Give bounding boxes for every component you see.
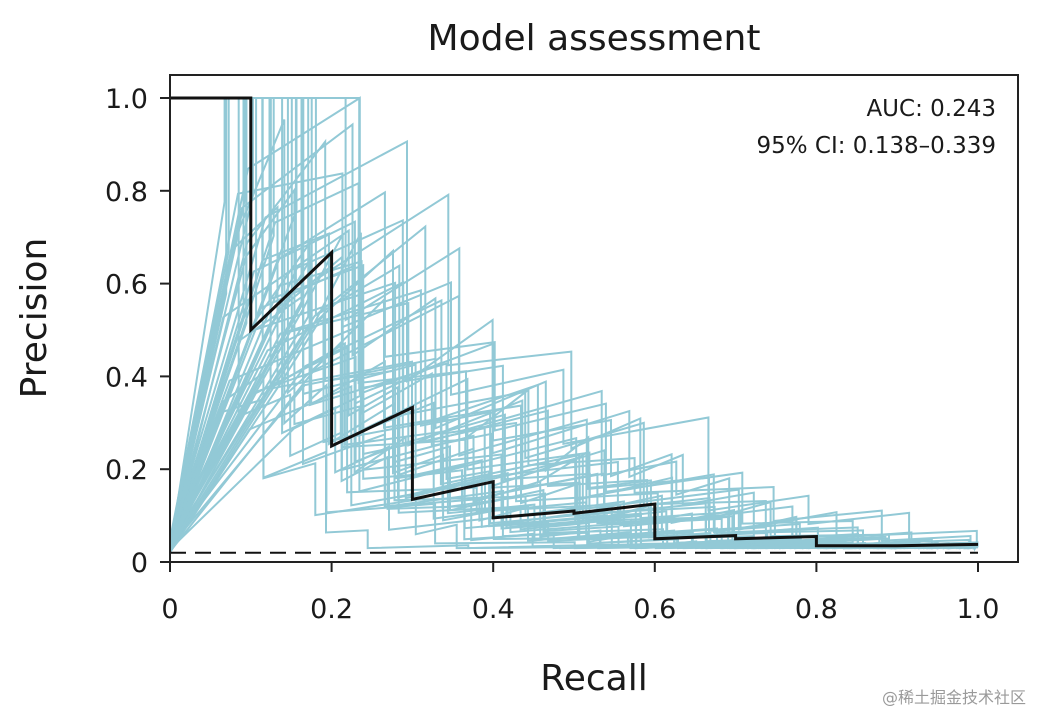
series-layer: [170, 96, 979, 548]
x-axis-label: Recall: [540, 658, 647, 699]
bootstrap-curve: [169, 138, 979, 553]
model-pr-curve: [170, 96, 979, 548]
bootstrap-curve: [169, 233, 979, 550]
bootstrap-curve: [169, 172, 979, 549]
bootstrap-curve: [169, 181, 979, 550]
bootstrap-curve: [169, 97, 979, 550]
auc-annotation: AUC: 0.243: [866, 96, 996, 122]
y-tick-label: 0.4: [105, 362, 148, 393]
x-tick-label: 0.4: [472, 594, 515, 625]
x-tick-label: 0: [161, 594, 178, 625]
ci-annotation: 95% CI: 0.138–0.339: [756, 133, 996, 159]
x-tick-label: 0.6: [633, 594, 676, 625]
watermark: @稀土掘金技术社区: [881, 688, 1026, 707]
bootstrap-curves: [169, 96, 979, 554]
axis-ticks: 0 0.2 0.4 0.6 0.8 1.0 0 0.2 0.4 0.6 0.8 1.0: [105, 84, 999, 625]
y-tick-label: 0: [131, 548, 148, 579]
y-tick-label: 0.6: [105, 270, 148, 301]
x-tick-label: 0.2: [310, 594, 353, 625]
y-tick-label: 0.8: [105, 177, 148, 208]
y-tick-label: 0.2: [105, 455, 148, 486]
x-tick-label: 1.0: [957, 594, 1000, 625]
chart-title: Model assessment: [428, 18, 761, 59]
plot-frame: [169, 74, 1019, 563]
x-tick-label: 0.8: [795, 594, 838, 625]
y-tick-label: 1.0: [105, 84, 148, 115]
y-axis-label: Precision: [14, 238, 55, 399]
